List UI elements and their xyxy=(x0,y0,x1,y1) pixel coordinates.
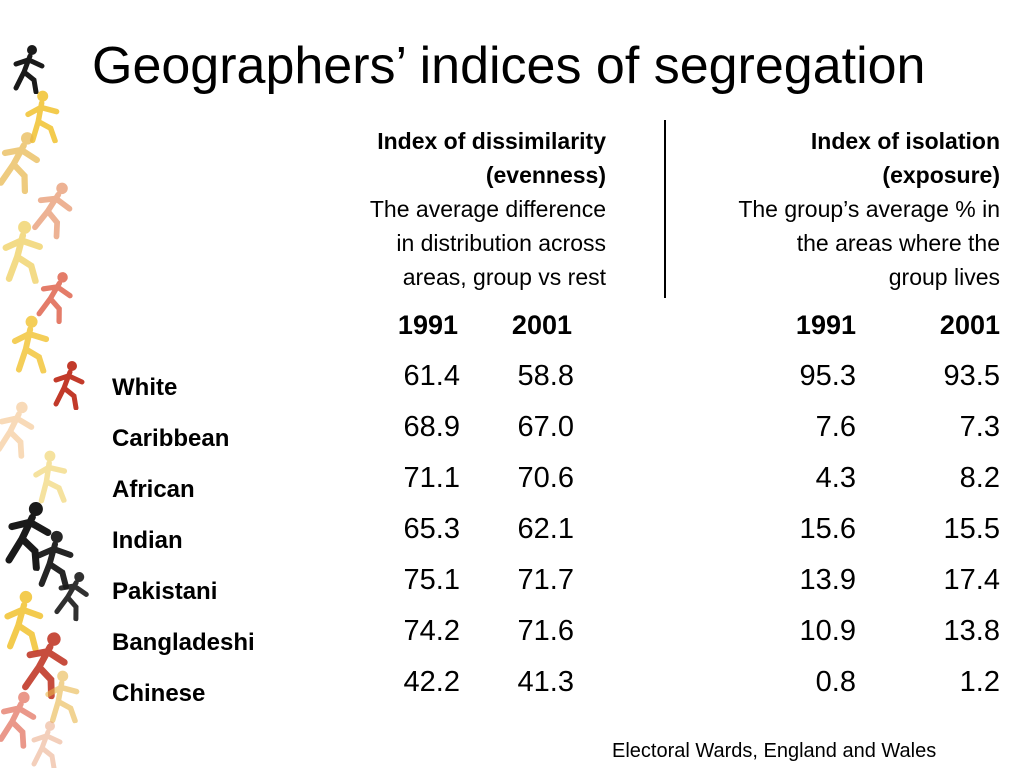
running-figure-icon xyxy=(25,90,60,144)
running-figure-icon xyxy=(0,132,40,195)
dissimilarity-heading-line-2: (evenness) xyxy=(485,162,606,188)
running-figure-icon xyxy=(0,691,37,749)
dissimilarity-1991-value: 68.9 xyxy=(403,411,460,443)
running-figure-icon xyxy=(5,501,52,572)
isolation-2001-value: 13.8 xyxy=(943,615,1000,647)
dissimilarity-heading-line-1: Index of dissimilarity xyxy=(377,128,606,154)
isolation-header: Index of isolation (exposure) The group’… xyxy=(670,124,1000,294)
dissimilarity-2001-value: 58.8 xyxy=(517,360,574,392)
table-row: Bangladeshi 74.2 71.6 10.9 13.8 xyxy=(0,615,1024,666)
isolation-1991-value: 0.8 xyxy=(815,666,856,698)
group-name: African xyxy=(112,476,195,503)
group-name: Bangladeshi xyxy=(112,629,255,656)
running-figure-icon xyxy=(32,182,73,240)
dissimilarity-2001-value: 71.6 xyxy=(517,615,574,647)
running-figure-icon xyxy=(33,450,68,504)
isolation-heading-line-2: (exposure) xyxy=(882,162,1000,188)
isolation-1991-value: 7.6 xyxy=(815,411,856,443)
group-name: Chinese xyxy=(112,680,206,707)
dissimilarity-2001-value: 41.3 xyxy=(517,666,574,698)
running-figure-icon xyxy=(54,571,89,622)
year-header-dissimilarity-2001: 2001 xyxy=(511,310,572,340)
table-row: Pakistani 75.1 71.7 13.9 17.4 xyxy=(0,564,1024,615)
year-header-isolation-1991: 1991 xyxy=(795,310,856,340)
dissimilarity-2001-value: 71.7 xyxy=(517,564,574,596)
dissimilarity-description-line-3: areas, group vs rest xyxy=(402,264,606,290)
dissimilarity-2001-value: 67.0 xyxy=(517,411,574,443)
group-name: White xyxy=(112,374,178,401)
isolation-2001-value: 17.4 xyxy=(943,564,1000,596)
table-row: Chinese 42.2 41.3 0.8 1.2 xyxy=(0,666,1024,717)
table-row: Caribbean 68.9 67.0 7.6 7.3 xyxy=(0,411,1024,462)
isolation-2001-value: 8.2 xyxy=(959,462,1000,494)
slide-title: Geographers’ indices of segregation xyxy=(92,37,926,95)
isolation-heading-line-1: Index of isolation xyxy=(810,128,1000,154)
dissimilarity-2001-value: 62.1 xyxy=(517,513,574,545)
isolation-2001-value: 1.2 xyxy=(959,666,1000,698)
dissimilarity-1991-value: 42.2 xyxy=(403,666,460,698)
running-figure-icon xyxy=(11,315,50,374)
group-name: Indian xyxy=(112,527,183,554)
column-divider xyxy=(664,120,666,298)
dissimilarity-2001-value: 70.6 xyxy=(517,462,574,494)
dissimilarity-header: Index of dissimilarity (evenness) The av… xyxy=(300,124,606,294)
source-note: Electoral Wards, England and Wales xyxy=(612,740,937,762)
dissimilarity-1991-value: 71.1 xyxy=(403,462,460,494)
group-name: Pakistani xyxy=(112,578,218,605)
dissimilarity-1991-value: 75.1 xyxy=(403,564,460,596)
running-figure-icon xyxy=(45,670,80,724)
isolation-1991-value: 4.3 xyxy=(815,462,856,494)
running-figure-icon xyxy=(36,272,73,325)
running-figure-icon xyxy=(2,220,43,285)
table-row: White 61.4 58.8 95.3 93.5 xyxy=(0,360,1024,411)
isolation-2001-value: 7.3 xyxy=(959,411,1000,443)
isolation-description-line-3: group lives xyxy=(888,264,1000,290)
running-figure-icon xyxy=(0,401,35,459)
running-figure-icon xyxy=(13,45,45,94)
isolation-1991-value: 13.9 xyxy=(799,564,856,596)
isolation-2001-value: 15.5 xyxy=(943,513,1000,545)
dissimilarity-1991-value: 74.2 xyxy=(403,615,460,647)
running-figure-icon xyxy=(31,721,63,768)
isolation-1991-value: 10.9 xyxy=(799,615,856,647)
running-figure-icon xyxy=(53,361,85,410)
dissimilarity-description-line-2: in distribution across xyxy=(396,230,606,256)
isolation-2001-value: 93.5 xyxy=(943,360,1000,392)
running-figure-icon xyxy=(22,632,68,700)
table-row: African 71.1 70.6 4.3 8.2 xyxy=(0,462,1024,513)
running-figure-icon xyxy=(4,590,44,653)
table-row: Indian 65.3 62.1 15.6 15.5 xyxy=(0,513,1024,564)
isolation-description-line-2: the areas where the xyxy=(796,230,1000,256)
dissimilarity-description-line-1: The average difference xyxy=(369,196,606,222)
isolation-1991-value: 15.6 xyxy=(799,513,856,545)
year-header-dissimilarity-1991: 1991 xyxy=(397,310,458,340)
group-name: Caribbean xyxy=(112,425,230,452)
isolation-1991-value: 95.3 xyxy=(799,360,856,392)
dissimilarity-1991-value: 61.4 xyxy=(403,360,460,392)
dissimilarity-1991-value: 65.3 xyxy=(403,513,460,545)
running-figure-icon xyxy=(36,530,74,590)
isolation-description-line-1: The group’s average % in xyxy=(738,196,1000,222)
year-header-isolation-2001: 2001 xyxy=(939,310,1000,340)
decorative-figures-strip xyxy=(0,30,100,768)
